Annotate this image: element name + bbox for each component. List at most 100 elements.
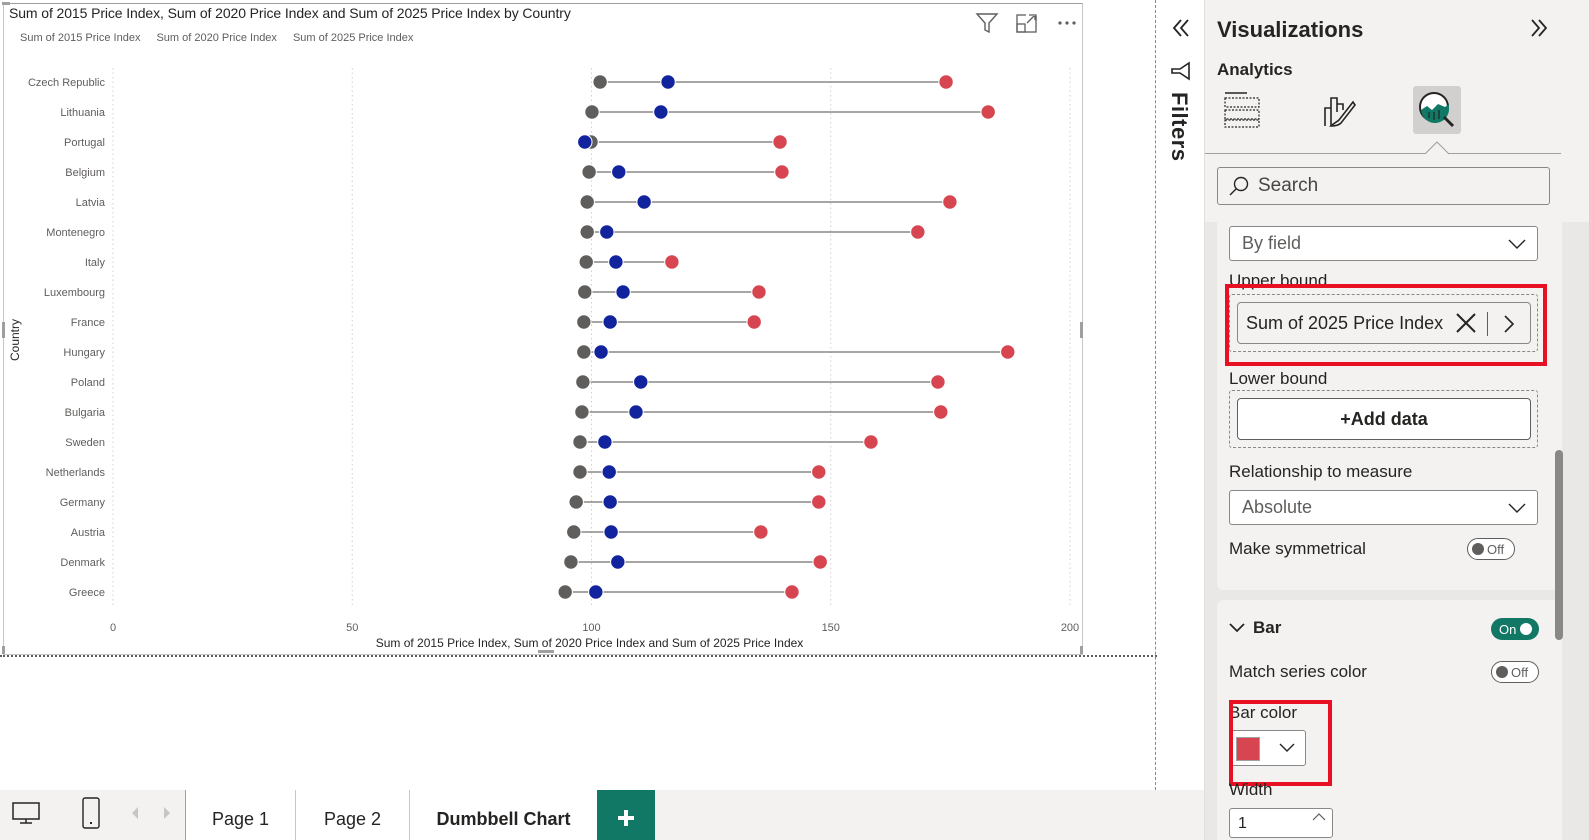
page-navigation-bar: Page 1 Page 2 Dumbbell Chart — [0, 790, 1204, 840]
plus-icon — [618, 810, 634, 826]
match-series-color-toggle[interactable]: Off — [1491, 661, 1539, 683]
visualizations-pane: Visualizations Analytics — [1204, 0, 1589, 840]
collapse-filters-icon[interactable] — [1168, 16, 1194, 42]
data-point-sum-of-2025-price-index — [980, 104, 996, 120]
lower-bound-label: Lower bound — [1229, 369, 1328, 388]
data-point-sum-of-2025-price-index — [933, 404, 949, 420]
y-category-label: Germany — [60, 497, 106, 509]
expand-pane-icon[interactable] — [1527, 16, 1551, 44]
selection-border — [0, 655, 1157, 657]
upper-bound-field[interactable]: Sum of 2025 Price Index — [1237, 302, 1531, 344]
resize-handle-bottom-right[interactable] — [1080, 646, 1083, 654]
data-point-sum-of-2020-price-index — [636, 194, 652, 210]
relationship-label: Relationship to measure — [1229, 462, 1413, 481]
resize-handle-right[interactable] — [1080, 322, 1083, 338]
upper-bound-well[interactable]: Sum of 2025 Price Index — [1229, 294, 1538, 352]
data-point-sum-of-2025-price-index — [910, 224, 926, 240]
data-point-sum-of-2015-price-index — [575, 374, 591, 390]
data-point-sum-of-2015-price-index — [577, 284, 593, 300]
tab-build-visual[interactable] — [1217, 86, 1265, 134]
add-page-button[interactable] — [597, 790, 655, 840]
error-bar-options-dropdown[interactable]: By field — [1229, 226, 1538, 261]
bar-color-picker[interactable] — [1229, 730, 1306, 766]
legend-item[interactable]: Sum of 2020 Price Index — [156, 32, 277, 44]
chevron-right-icon[interactable] — [1498, 312, 1520, 336]
chart-legend: Sum of 2015 Price Index Sum of 2020 Price… — [20, 32, 413, 44]
data-point-sum-of-2025-price-index — [753, 524, 769, 540]
width-stepper[interactable]: 1 — [1229, 808, 1333, 838]
resize-handle-bottom-left[interactable] — [2, 646, 5, 654]
make-symmetrical-label: Make symmetrical — [1229, 539, 1366, 558]
filters-label[interactable]: Filters — [1167, 92, 1192, 162]
dumbbell-chart-visual[interactable]: 0 50 100 150 200 Sum of 2015 Price Index, Sum… — [2, 2, 1083, 655]
data-point-sum-of-2025-price-index — [942, 194, 958, 210]
data-point-sum-of-2025-price-index — [772, 134, 788, 150]
data-point-sum-of-2020-price-index — [602, 314, 618, 330]
bar-section-toggle[interactable]: On — [1491, 618, 1539, 640]
resize-handle-top-left[interactable] — [2, 2, 10, 5]
mobile-view-icon[interactable] — [78, 797, 104, 829]
error-bars-card: By field Upper bound Sum of 2025 Price I… — [1217, 222, 1562, 590]
tab-analytics[interactable] — [1413, 86, 1461, 134]
toggle-state: Off — [1511, 664, 1529, 680]
data-point-sum-of-2020-price-index — [588, 584, 604, 600]
data-point-sum-of-2025-price-index — [1000, 344, 1016, 360]
filter-icon[interactable] — [974, 10, 1000, 36]
toggle-knob — [1520, 623, 1533, 635]
data-point-sum-of-2020-price-index — [633, 374, 649, 390]
resize-handle-left[interactable] — [2, 322, 5, 338]
x-tick-label: 0 — [110, 622, 116, 634]
data-point-sum-of-2025-price-index — [811, 464, 827, 480]
legend-item[interactable]: Sum of 2025 Price Index — [292, 32, 414, 44]
y-category-label: Montenegro — [46, 227, 105, 239]
next-page-icon[interactable] — [160, 798, 174, 828]
build-visual-icon — [1224, 92, 1260, 128]
add-data-button[interactable]: +Add data — [1237, 398, 1531, 440]
page-tab-page-2[interactable]: Page 2 — [296, 790, 409, 840]
toggle-state: On — [1499, 621, 1517, 637]
toggle-knob — [1472, 543, 1484, 555]
data-point-sum-of-2020-price-index — [599, 224, 615, 240]
bar-color-swatch — [1236, 737, 1260, 761]
resize-handle-bottom[interactable] — [538, 650, 554, 653]
data-point-sum-of-2015-price-index — [572, 434, 588, 450]
visual-header — [974, 10, 1080, 36]
chart-plot: 0 50 100 150 200 Sum of 2015 Price Index, Sum… — [8, 68, 1079, 650]
tab-format-visual[interactable] — [1315, 86, 1363, 134]
data-point-sum-of-2020-price-index — [577, 134, 593, 150]
data-point-sum-of-2025-price-index — [784, 584, 800, 600]
y-category-label: Latvia — [76, 197, 106, 209]
chevron-up-icon[interactable] — [1312, 812, 1326, 822]
page-tab-page-1[interactable]: Page 1 — [186, 790, 295, 840]
data-point-sum-of-2025-price-index — [751, 284, 767, 300]
data-point-sum-of-2015-price-index — [557, 584, 573, 600]
page-tab-dumbbell-chart[interactable]: Dumbbell Chart — [410, 790, 597, 840]
analytics-options-scroll: By field Upper bound Sum of 2025 Price I… — [1205, 222, 1589, 840]
lower-bound-well[interactable]: +Add data — [1229, 390, 1538, 448]
legend-item[interactable]: Sum of 2015 Price Index — [20, 32, 141, 44]
make-symmetrical-toggle[interactable]: Off — [1467, 538, 1515, 560]
prev-page-icon[interactable] — [128, 798, 142, 828]
data-point-sum-of-2015-price-index — [581, 164, 597, 180]
data-point-sum-of-2020-price-index — [611, 164, 627, 180]
match-series-color-label: Match series color — [1229, 662, 1367, 681]
focus-mode-icon[interactable] — [1014, 10, 1040, 36]
data-point-sum-of-2015-price-index — [568, 494, 584, 510]
filter-funnel-icon[interactable] — [1169, 60, 1191, 82]
data-point-sum-of-2015-price-index — [584, 104, 600, 120]
pane-scrollbar[interactable] — [1555, 450, 1563, 640]
more-options-icon[interactable] — [1054, 10, 1080, 36]
y-category-label: France — [71, 317, 105, 329]
page-tab-label: Dumbbell Chart — [436, 808, 571, 829]
data-point-sum-of-2020-price-index — [660, 74, 676, 90]
data-point-sum-of-2015-price-index — [572, 464, 588, 480]
data-point-sum-of-2015-price-index — [578, 254, 594, 270]
desktop-view-icon[interactable] — [10, 798, 42, 828]
remove-field-icon[interactable] — [1454, 311, 1478, 335]
bar-section-header[interactable]: Bar — [1229, 618, 1281, 638]
data-point-sum-of-2020-price-index — [597, 434, 613, 450]
field-name: Sum of 2025 Price Index — [1246, 312, 1444, 333]
search-box[interactable] — [1217, 167, 1550, 205]
search-input[interactable] — [1258, 175, 1538, 197]
relationship-dropdown[interactable]: Absolute — [1229, 490, 1538, 525]
